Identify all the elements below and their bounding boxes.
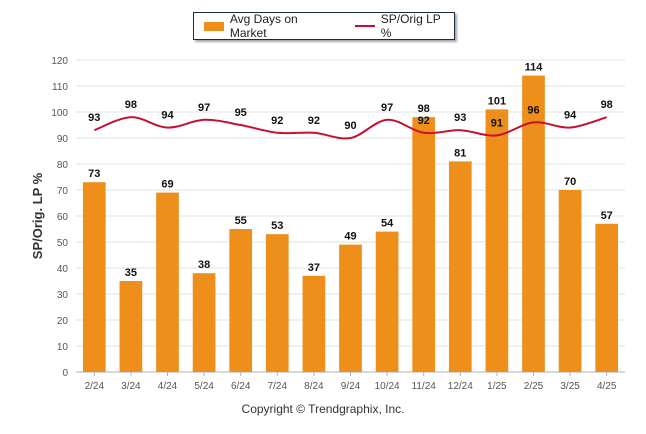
x-tick-label: 2/25 [524, 381, 544, 392]
legend-bar-label: Avg Days on Market [229, 12, 298, 40]
x-tick-label: 7/24 [268, 381, 288, 392]
bar-value-label: 73 [88, 168, 100, 180]
bar-value-label: 81 [454, 147, 466, 159]
bar-value-label: 70 [564, 176, 576, 188]
y-tick-label: 20 [57, 316, 69, 327]
line-value-label: 96 [527, 104, 539, 116]
y-tick-label: 60 [57, 212, 69, 223]
y-tick-label: 40 [57, 264, 69, 275]
bar-value-label: 69 [161, 179, 173, 191]
y-tick-label: 120 [51, 56, 68, 67]
x-tick-label: 10/24 [375, 381, 400, 392]
bar [339, 244, 362, 372]
bar-value-label: 49 [344, 231, 356, 243]
legend-bar-swatch [204, 21, 224, 31]
x-tick-label: 8/24 [304, 381, 324, 392]
line-value-label: 90 [344, 120, 356, 132]
bar [302, 275, 326, 372]
bar [82, 182, 106, 372]
y-tick-label: 0 [62, 368, 68, 379]
x-tick-label: 6/24 [231, 381, 251, 392]
y-axis-title: SP/Orig. LP % [30, 172, 45, 259]
bar [558, 190, 582, 372]
sp-orig-lp-line [93, 116, 607, 140]
axes: 0 10 20 30 40 50 60 70 80 90 100 110 120 2/24 3/24 4/24… [51, 56, 625, 392]
x-tick-label: 9/24 [341, 381, 361, 392]
line-value-label: 95 [235, 107, 247, 119]
copyright-text: Copyright © Trendgraphix, Inc. [241, 402, 405, 416]
x-tick-label: 3/25 [560, 381, 580, 392]
bar-value-label: 55 [235, 215, 247, 227]
bar [448, 161, 472, 372]
bar-value-label: 54 [381, 218, 394, 230]
bar [595, 223, 619, 372]
bar [192, 273, 216, 372]
legend-item-sp-orig-lp: SP/Orig LP % [354, 12, 454, 40]
line-value-label: 94 [161, 110, 174, 122]
bar [265, 234, 289, 372]
line-value-label: 93 [88, 112, 100, 124]
x-tick-label: 3/24 [121, 381, 141, 392]
y-tick-label: 50 [57, 238, 69, 249]
bar [375, 231, 399, 372]
line-value-label: 92 [308, 115, 320, 127]
line-value-label: 97 [198, 102, 210, 114]
x-tick-label: 4/24 [158, 381, 178, 392]
bar-value-label: 53 [271, 220, 283, 232]
line-value-label: 98 [125, 99, 137, 111]
y-tick-label: 110 [52, 82, 68, 93]
y-tick-label: 70 [57, 186, 69, 197]
bar [412, 117, 436, 372]
y-tick-label: 100 [51, 108, 68, 119]
bar-value-label: 37 [308, 262, 320, 274]
bar-value-label: 114 [525, 62, 544, 74]
line-value-label: 98 [601, 99, 613, 111]
x-tick-label: 11/24 [412, 381, 437, 392]
line-value-label: 97 [381, 102, 393, 114]
y-tick-label: 10 [57, 342, 69, 353]
bar-value-label: 35 [125, 267, 137, 279]
bar [119, 281, 143, 372]
x-tick-label: 2/24 [85, 381, 105, 392]
y-tick-label: 30 [57, 290, 69, 301]
x-tick-label: 5/24 [194, 381, 214, 392]
bar-series [82, 75, 619, 373]
bar-value-label: 101 [488, 95, 506, 107]
line-value-label: 91 [491, 117, 503, 129]
bar [485, 109, 509, 373]
chart-legend: Avg Days on Market SP/Orig LP % [193, 12, 455, 40]
x-tick-label: 4/25 [597, 381, 617, 392]
data-labels: 73 35 69 38 55 53 37 49 54 98 81 101 114 70 57 93 98 94 97… [88, 62, 613, 279]
bar-value-label: 38 [198, 259, 210, 271]
bar [522, 75, 545, 372]
line-series [93, 116, 607, 140]
y-tick-label: 90 [57, 134, 69, 145]
bar [156, 192, 179, 372]
bar [229, 229, 253, 372]
x-tick-label: 1/25 [487, 381, 507, 392]
legend-item-days-on-market: Avg Days on Market [204, 12, 337, 40]
legend-line-label: SP/Orig LP % [380, 12, 441, 40]
line-value-label: 92 [418, 115, 430, 127]
line-value-label: 93 [454, 112, 466, 124]
y-tick-label: 80 [57, 160, 69, 171]
line-value-label: 92 [271, 115, 283, 127]
x-tick-label: 12/24 [448, 381, 473, 392]
bar-value-label: 98 [418, 103, 430, 115]
legend-line-swatch [354, 25, 375, 27]
line-value-label: 94 [564, 110, 577, 122]
bar-value-label: 57 [601, 210, 613, 222]
